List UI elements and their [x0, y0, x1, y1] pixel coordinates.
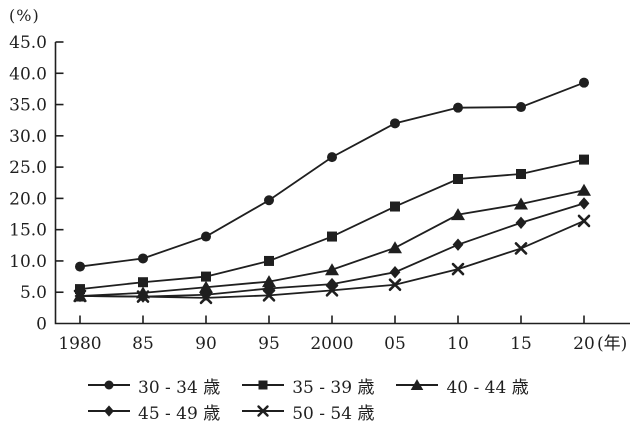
chart-legend: 30 - 34 歳 35 - 39 歳 40 - 44 歳 45 - 49 歳 50 -… — [86, 372, 529, 424]
circle-marker-icon — [201, 231, 211, 242]
y-tick-label: 0 — [36, 315, 47, 335]
x-tick-label: 2000 — [310, 334, 353, 354]
x-tick-label: 90 — [195, 334, 217, 354]
x-marker-icon — [73, 289, 87, 303]
y-tick-label: 5.0 — [20, 283, 47, 303]
triangle-marker-icon — [388, 241, 402, 254]
y-tick-label: 45.0 — [9, 33, 47, 53]
y-axis-unit-label: (%) — [9, 6, 40, 25]
y-tick-label: 15.0 — [9, 221, 47, 241]
x-tick-label: 05 — [384, 334, 406, 354]
x-axis-unit-label: (年) — [597, 334, 627, 354]
square-marker-icon — [327, 231, 337, 242]
x-marker-icon — [325, 284, 339, 297]
legend-marker-diamond-icon — [88, 405, 130, 417]
legend-marker-x-icon — [242, 405, 285, 417]
triangle-marker-icon — [325, 263, 339, 276]
circle-marker-icon — [390, 118, 400, 129]
y-tick-label: 20.0 — [9, 189, 47, 209]
x-marker-icon — [514, 242, 528, 255]
legend-marker-triangle-icon — [396, 379, 439, 390]
legend-item-triangle: 40 - 44 歳 — [394, 373, 529, 398]
legend-label: 50 - 54 歳 — [292, 403, 375, 424]
x-tick-label: 20 — [573, 334, 595, 354]
square-marker-icon — [579, 154, 589, 165]
triangle-marker-icon — [451, 208, 465, 221]
x-marker-icon — [451, 262, 465, 276]
x-tick-label: 1980 — [58, 334, 101, 354]
x-marker-icon — [262, 289, 276, 302]
diamond-marker-icon — [515, 216, 527, 229]
diamond-marker-icon — [389, 266, 401, 279]
square-marker-icon — [516, 168, 526, 179]
square-marker-icon — [75, 284, 85, 295]
line-chart-svg: 45.0 40.0 35.0 30.0 25.0 20.0 15.0 10.0 5.0 0 1980… — [9, 33, 630, 354]
y-tick-label: 35.0 — [9, 96, 47, 116]
square-marker-icon — [138, 277, 148, 288]
series-circle — [75, 77, 589, 272]
legend-item-x: 50 - 54 歳 — [240, 399, 374, 424]
legend-row: 30 - 34 歳 35 - 39 歳 40 - 44 歳 — [86, 372, 529, 398]
circle-marker-icon — [327, 152, 337, 163]
diamond-marker-icon — [263, 282, 275, 295]
x-marker-icon — [136, 290, 150, 303]
x-marker-icon — [577, 214, 591, 228]
x-tick-label: 15 — [510, 334, 532, 354]
x-tick-label: 85 — [132, 334, 154, 354]
square-marker-icon — [390, 201, 400, 212]
circle-marker-icon — [453, 102, 463, 113]
circle-marker-icon — [264, 195, 274, 206]
circle-marker-icon — [75, 261, 85, 272]
legend-marker-circle-icon — [88, 380, 130, 390]
series-square — [75, 154, 589, 295]
triangle-marker-icon — [199, 280, 213, 293]
legend-item-square: 35 - 39 歳 — [240, 373, 374, 398]
diamond-marker-icon — [326, 277, 338, 291]
diamond-marker-icon — [452, 238, 464, 251]
square-marker-icon — [264, 255, 274, 266]
x-marker-icon — [388, 278, 402, 292]
triangle-marker-icon — [514, 197, 528, 210]
legend-label: 35 - 39 歳 — [292, 377, 375, 398]
y-tick-label: 30.0 — [9, 127, 47, 147]
circle-marker-icon — [138, 253, 148, 264]
x-tick-label: 10 — [447, 334, 469, 354]
circle-marker-icon — [579, 77, 589, 88]
legend-marker-square-icon — [242, 380, 285, 390]
diamond-marker-icon — [578, 197, 590, 210]
y-tick-label: 40.0 — [9, 64, 47, 84]
series-x — [73, 214, 591, 305]
x-marker-icon — [199, 291, 213, 305]
legend-item-circle: 30 - 34 歳 — [86, 373, 220, 398]
legend-label: 45 - 49 歳 — [138, 403, 221, 424]
circle-marker-icon — [516, 102, 526, 113]
x-tick-label: 95 — [258, 334, 280, 354]
series-diamond — [74, 197, 590, 303]
legend-item-diamond: 45 - 49 歳 — [86, 399, 220, 424]
y-tick-label: 10.0 — [9, 252, 47, 272]
square-marker-icon — [453, 173, 463, 184]
square-marker-icon — [201, 271, 211, 282]
legend-row: 45 - 49 歳 50 - 54 歳 — [86, 398, 529, 424]
y-tick-label: 25.0 — [9, 158, 47, 178]
legend-label: 30 - 34 歳 — [138, 377, 221, 398]
triangle-marker-icon — [262, 275, 276, 288]
triangle-marker-icon — [577, 183, 591, 196]
legend-label: 40 - 44 歳 — [446, 377, 529, 398]
